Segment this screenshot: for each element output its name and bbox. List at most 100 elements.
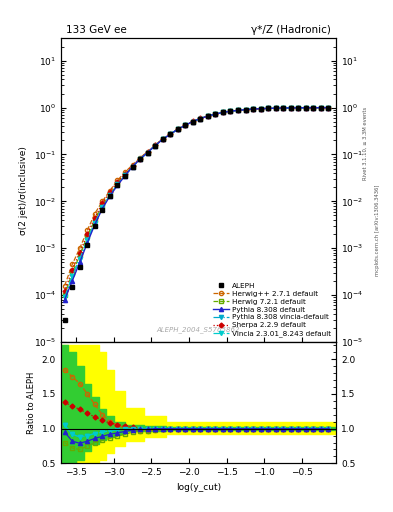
Herwig++ 2.7.1 default (251, 106, 255, 112)
Herwig++ 2.7.1 default (296, 105, 301, 111)
Pythia 8.308 vincia-default (100, 204, 105, 210)
ALEPH (92, 223, 97, 229)
ALEPH (319, 104, 323, 111)
ALEPH (213, 111, 218, 117)
Herwig++ 2.7.1 default (311, 104, 316, 111)
Sherpa 2.2.9 default (115, 179, 120, 185)
Pythia 8.308 default (115, 182, 120, 188)
Herwig 7.2.1 default (183, 122, 187, 129)
Herwig 7.2.1 default (281, 105, 286, 111)
ALEPH (303, 104, 308, 111)
Pythia 8.308 vincia-default (258, 105, 263, 112)
Vincia 2.3.01_8.243 default (85, 237, 90, 243)
Herwig++ 2.7.1 default (100, 198, 105, 204)
Vincia 2.3.01_8.243 default (266, 105, 270, 112)
Herwig++ 2.7.1 default (281, 105, 286, 111)
Herwig++ 2.7.1 default (62, 283, 67, 289)
Herwig 7.2.1 default (85, 233, 90, 239)
Herwig 7.2.1 default (266, 105, 270, 112)
Pythia 8.308 vincia-default (274, 105, 278, 111)
Pythia 8.308 default (266, 105, 270, 112)
Vincia 2.3.01_8.243 default (108, 192, 112, 198)
Herwig++ 2.7.1 default (138, 155, 142, 161)
Herwig++ 2.7.1 default (213, 111, 218, 117)
Vincia 2.3.01_8.243 default (168, 131, 173, 137)
Pythia 8.308 vincia-default (183, 122, 187, 129)
Pythia 8.308 vincia-default (123, 172, 127, 178)
Herwig 7.2.1 default (130, 163, 135, 169)
Vincia 2.3.01_8.243 default (311, 104, 316, 111)
Vincia 2.3.01_8.243 default (191, 118, 195, 124)
Pythia 8.308 default (198, 116, 203, 122)
ALEPH (220, 110, 225, 116)
Vincia 2.3.01_8.243 default (115, 181, 120, 187)
Herwig 7.2.1 default (258, 105, 263, 112)
ALEPH (145, 150, 150, 156)
Pythia 8.308 vincia-default (266, 105, 270, 112)
Sherpa 2.2.9 default (251, 106, 255, 112)
Vincia 2.3.01_8.243 default (100, 204, 105, 210)
Sherpa 2.2.9 default (213, 111, 218, 117)
Herwig++ 2.7.1 default (319, 104, 323, 111)
Pythia 8.308 default (183, 122, 187, 129)
Legend: ALEPH, Herwig++ 2.7.1 default, Herwig 7.2.1 default, Pythia 8.308 default, Pythi: ALEPH, Herwig++ 2.7.1 default, Herwig 7.… (211, 282, 332, 338)
Pythia 8.308 vincia-default (153, 142, 158, 148)
Pythia 8.308 default (145, 150, 150, 156)
ALEPH (108, 193, 112, 199)
Sherpa 2.2.9 default (175, 126, 180, 132)
Pythia 8.308 default (138, 156, 142, 162)
Pythia 8.308 default (220, 110, 225, 116)
Herwig++ 2.7.1 default (198, 116, 203, 122)
Herwig++ 2.7.1 default (191, 118, 195, 124)
Pythia 8.308 default (274, 105, 278, 111)
Pythia 8.308 vincia-default (296, 105, 301, 111)
Pythia 8.308 vincia-default (85, 237, 90, 243)
Herwig 7.2.1 default (62, 292, 67, 298)
Sherpa 2.2.9 default (92, 215, 97, 221)
Pythia 8.308 vincia-default (198, 116, 203, 122)
Vincia 2.3.01_8.243 default (288, 105, 293, 111)
Sherpa 2.2.9 default (123, 170, 127, 177)
Herwig++ 2.7.1 default (258, 105, 263, 112)
ALEPH (77, 264, 82, 270)
Pythia 8.308 vincia-default (236, 108, 241, 114)
Pythia 8.308 default (281, 105, 286, 111)
Pythia 8.308 default (92, 222, 97, 228)
ALEPH (175, 126, 180, 133)
Herwig 7.2.1 default (115, 180, 120, 186)
Herwig 7.2.1 default (168, 131, 173, 137)
Pythia 8.308 vincia-default (326, 104, 331, 111)
ALEPH (85, 242, 90, 248)
Herwig++ 2.7.1 default (70, 262, 75, 268)
Sherpa 2.2.9 default (198, 115, 203, 121)
Sherpa 2.2.9 default (258, 105, 263, 112)
Sherpa 2.2.9 default (281, 105, 286, 111)
ALEPH (236, 108, 241, 114)
ALEPH (70, 284, 75, 290)
Vincia 2.3.01_8.243 default (296, 105, 301, 111)
Pythia 8.308 default (62, 296, 67, 303)
Herwig 7.2.1 default (153, 142, 158, 148)
Herwig 7.2.1 default (288, 105, 293, 111)
ALEPH (281, 105, 286, 111)
Vincia 2.3.01_8.243 default (206, 113, 210, 119)
Herwig 7.2.1 default (108, 191, 112, 198)
Vincia 2.3.01_8.243 default (303, 104, 308, 111)
ALEPH (258, 105, 263, 112)
ALEPH (62, 316, 67, 323)
Herwig 7.2.1 default (77, 252, 82, 259)
Pythia 8.308 default (303, 104, 308, 111)
Pythia 8.308 vincia-default (281, 105, 286, 111)
Y-axis label: Ratio to ALEPH: Ratio to ALEPH (27, 372, 36, 434)
Herwig++ 2.7.1 default (288, 105, 293, 111)
Sherpa 2.2.9 default (160, 136, 165, 142)
ALEPH (130, 163, 135, 169)
Pythia 8.308 default (191, 118, 195, 124)
ALEPH (243, 106, 248, 113)
Pythia 8.308 vincia-default (303, 104, 308, 111)
Herwig 7.2.1 default (123, 172, 127, 178)
Pythia 8.308 default (100, 205, 105, 211)
Vincia 2.3.01_8.243 default (62, 294, 67, 301)
Herwig++ 2.7.1 default (266, 105, 270, 112)
Vincia 2.3.01_8.243 default (160, 136, 165, 142)
